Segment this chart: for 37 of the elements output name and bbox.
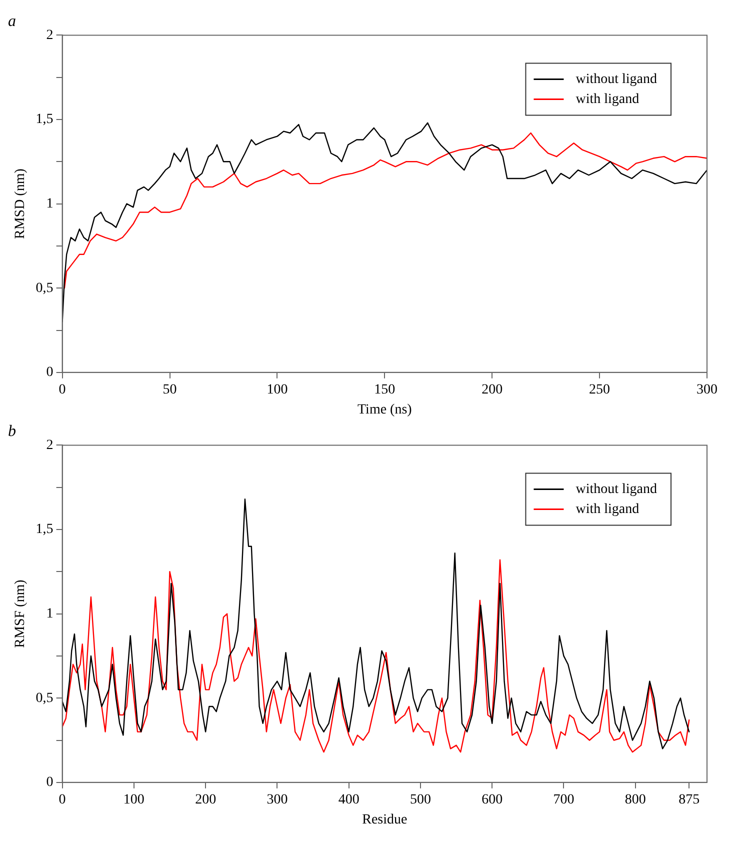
- y-tick-label: 1: [46, 196, 54, 212]
- y-tick-label: 0: [46, 365, 54, 380]
- chart-title: b: [8, 422, 16, 440]
- x-tick-label: 100: [266, 382, 288, 398]
- x-tick-label: 150: [374, 382, 396, 398]
- x-tick-label: 200: [195, 792, 216, 808]
- x-tick-label: 250: [589, 382, 610, 398]
- x-tick-label: 300: [266, 792, 288, 808]
- legend-label: without ligand: [576, 482, 658, 497]
- y-tick-label: 1: [46, 606, 54, 622]
- x-tick-label: 300: [696, 382, 718, 398]
- x-tick-label: 200: [482, 382, 503, 398]
- x-tick-label: 800: [624, 792, 646, 808]
- x-axis-title: Residue: [362, 812, 408, 828]
- y-tick-label: 0,5: [36, 690, 54, 706]
- x-tick-label: 700: [553, 792, 574, 808]
- y-axis-title: RMSD (nm): [13, 168, 28, 240]
- y-tick-label: 0,5: [36, 280, 54, 296]
- y-tick-label: 2: [46, 28, 54, 43]
- x-tick-label: 0: [58, 792, 66, 808]
- x-tick-label: 400: [338, 792, 360, 808]
- chart-title: a: [8, 12, 16, 30]
- legend-label: without ligand: [576, 72, 658, 87]
- y-tick-label: 1,5: [36, 522, 54, 538]
- legend-label: with ligand: [576, 502, 640, 517]
- y-tick-label: 2: [46, 438, 54, 453]
- x-tick-label: 0: [58, 382, 66, 398]
- legend-label: with ligand: [576, 92, 640, 107]
- y-tick-label: 1,5: [36, 112, 54, 128]
- x-tick-label: 875: [678, 792, 700, 808]
- y-tick-label: 0: [46, 775, 54, 790]
- x-axis-title: Time (ns): [357, 402, 412, 418]
- x-tick-label: 600: [482, 792, 503, 808]
- y-axis-title: RMSF (nm): [13, 579, 28, 648]
- x-tick-label: 50: [162, 382, 177, 398]
- x-tick-label: 100: [123, 792, 144, 808]
- x-tick-label: 500: [410, 792, 431, 808]
